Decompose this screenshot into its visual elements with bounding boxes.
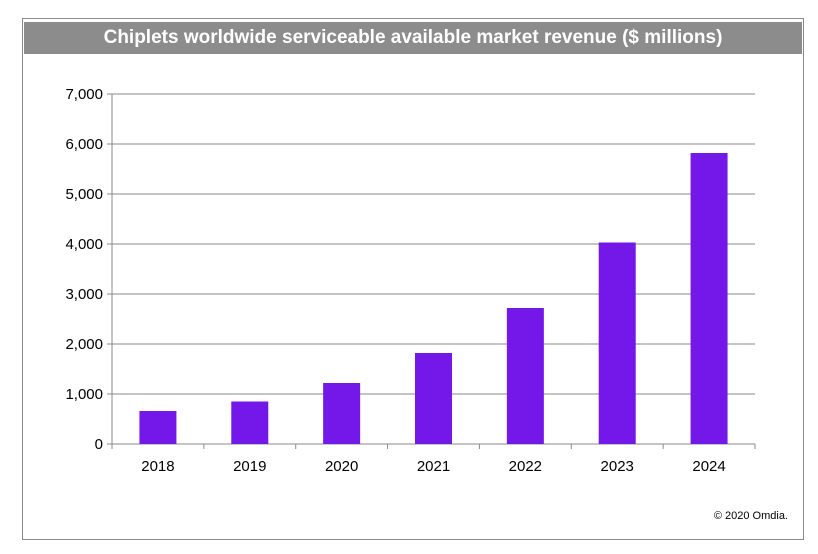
- bar-2020: [323, 383, 361, 444]
- y-tick-label: 7,000: [65, 86, 103, 103]
- chart-frame: [22, 18, 804, 540]
- y-tick-label: 5,000: [65, 186, 103, 203]
- x-tick-label: 2019: [233, 458, 266, 475]
- y-tick-label: 2,000: [65, 336, 103, 353]
- bar-2022: [506, 308, 544, 444]
- y-tick-label: 6,000: [65, 136, 103, 153]
- copyright-credit: © 2020 Omdia.: [713, 510, 788, 522]
- bar-2019: [231, 401, 269, 444]
- y-tick-label: 0: [95, 436, 103, 453]
- x-tick-label: 2020: [325, 458, 358, 475]
- y-tick-label: 4,000: [65, 236, 103, 253]
- x-tick-label: 2024: [692, 458, 725, 475]
- x-tick-label: 2021: [417, 458, 450, 475]
- bar-2024: [690, 153, 728, 444]
- y-tick-label: 1,000: [65, 386, 103, 403]
- bar-2021: [415, 353, 452, 444]
- x-tick-label: 2023: [601, 458, 634, 475]
- x-tick-label: 2022: [509, 458, 542, 475]
- chart-title: Chiplets worldwide serviceable available…: [24, 22, 802, 54]
- x-tick-label: 2018: [141, 458, 174, 475]
- bar-2018: [139, 411, 177, 444]
- y-tick-label: 3,000: [65, 286, 103, 303]
- bar-2023: [598, 242, 636, 444]
